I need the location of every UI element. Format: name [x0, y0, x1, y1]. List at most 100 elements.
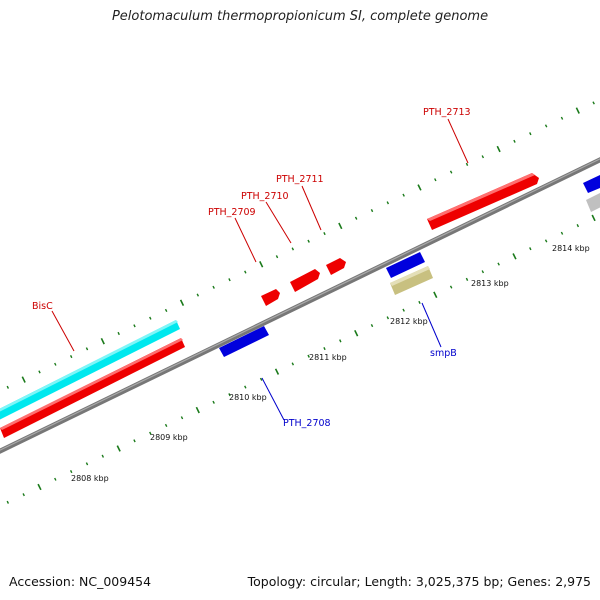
- inner-track-tick: [22, 493, 25, 497]
- feature-smpb[interactable]: [386, 252, 425, 278]
- inner-track-tick: [228, 393, 231, 397]
- inner-track-tick: [529, 247, 532, 251]
- inner-track-tick: [291, 362, 295, 366]
- inner-track-tick: [576, 224, 580, 228]
- forward-strand-features: [0, 173, 539, 438]
- inner-track-tick: [465, 277, 469, 281]
- inner-track-tick: [149, 431, 152, 435]
- feature-smpb-rna[interactable]: [390, 266, 433, 295]
- inner-track-tick: [195, 406, 200, 414]
- outer-track-tick: [259, 261, 264, 268]
- inner-track-tick: [116, 445, 121, 452]
- inner-track-tick: [6, 500, 10, 504]
- inner-track-tick: [497, 262, 500, 266]
- feature-bisc-rna[interactable]: [0, 320, 180, 420]
- gene-label-bisc[interactable]: BisC: [32, 301, 53, 312]
- outer-track-tick: [434, 178, 437, 182]
- inner-track-tick: [259, 377, 263, 381]
- kbp-label-2813: 2813 kbp: [471, 279, 509, 288]
- inner-track-tick: [37, 483, 42, 491]
- outer-track-tick: [196, 293, 200, 297]
- genome-backbone: [0, 157, 600, 454]
- inner-track-tick: [101, 454, 105, 458]
- callout-bisc: [51, 310, 75, 352]
- inner-track-tick: [481, 270, 485, 274]
- accession-text: Accession: NC_009454: [9, 574, 152, 589]
- gene-label-pth-2709[interactable]: PTH_2709: [208, 207, 256, 218]
- outer-track-tick: [149, 316, 152, 320]
- kbp-label-2812: 2812 kbp: [390, 317, 428, 326]
- inner-track-tick: [386, 316, 390, 320]
- outer-track-tick: [133, 324, 136, 328]
- kbp-labels: 2808 kbp 2809 kbp 2810 kbp 2811 kbp 2812…: [71, 244, 590, 483]
- outer-track-tick: [164, 308, 168, 313]
- inner-track-tick: [560, 231, 564, 235]
- callout-smpb: [421, 302, 442, 348]
- outer-track-tick: [228, 278, 231, 282]
- inner-tick-track: [6, 214, 596, 504]
- gene-label-pth-2710[interactable]: PTH_2710: [241, 191, 289, 202]
- outer-track-tick: [496, 145, 501, 153]
- inner-track-tick: [54, 477, 57, 481]
- outer-track-tick: [386, 201, 390, 205]
- kbp-label-2814: 2814 kbp: [552, 244, 590, 253]
- callout-lines: [51, 118, 469, 421]
- feature-pth-2709[interactable]: [261, 289, 280, 306]
- inner-track-tick: [212, 400, 215, 404]
- outer-track-tick: [481, 155, 485, 159]
- feature-pth-2710[interactable]: [290, 269, 320, 292]
- feature-bisc-gene-top: [0, 338, 183, 430]
- inner-track-tick: [323, 346, 326, 351]
- inner-track-tick: [591, 214, 596, 222]
- reverse-strand-features: [219, 175, 600, 357]
- outer-track-tick: [513, 139, 516, 143]
- gene-label-pth-2711[interactable]: PTH_2711: [276, 174, 324, 185]
- callout-pth-2708: [261, 377, 285, 421]
- outer-track-tick: [402, 193, 405, 197]
- outer-track-tick: [449, 170, 453, 174]
- outer-track-tick: [417, 184, 422, 191]
- kbp-label-2811: 2811 kbp: [309, 353, 347, 362]
- outer-track-tick: [85, 347, 89, 351]
- inner-track-tick: [180, 416, 184, 420]
- outer-track-tick: [544, 124, 548, 128]
- callout-pth-2710: [265, 201, 292, 244]
- feature-pth-2711[interactable]: [326, 258, 346, 275]
- kbp-label-2808: 2808 kbp: [71, 474, 109, 483]
- outer-track-tick: [370, 208, 374, 213]
- outer-track-tick: [323, 231, 326, 236]
- gene-label-smpb[interactable]: smpB: [430, 348, 457, 359]
- kbp-label-2809: 2809 kbp: [150, 433, 188, 442]
- feature-pth-2708[interactable]: [219, 326, 269, 357]
- feature-smpb-rna-top: [390, 266, 430, 286]
- feature-right-edge-blue[interactable]: [583, 175, 600, 193]
- outer-track-tick: [38, 370, 41, 374]
- outer-track-tick: [244, 270, 247, 274]
- inner-track-tick: [544, 239, 548, 243]
- feature-pth-2713[interactable]: [427, 173, 539, 230]
- outer-track-tick: [54, 362, 57, 366]
- outer-track-tick: [307, 239, 310, 243]
- outer-track-tick: [354, 216, 358, 220]
- outer-track-tick: [179, 299, 185, 306]
- genome-backbone-highlight: [0, 158, 600, 451]
- callout-pth-2709: [234, 217, 257, 263]
- feature-bisc-rna-top: [0, 320, 178, 412]
- inner-track-tick: [244, 385, 247, 389]
- outer-track-tick: [338, 222, 343, 230]
- outer-track-tick: [117, 331, 120, 336]
- inner-track-tick: [354, 329, 359, 337]
- feature-right-edge-gray[interactable]: [586, 193, 600, 212]
- inner-track-tick: [433, 291, 438, 299]
- outer-track-tick: [21, 376, 26, 383]
- inner-track-tick: [133, 439, 136, 443]
- gene-label-pth-2713[interactable]: PTH_2713: [423, 107, 471, 118]
- inner-track-tick: [164, 423, 168, 428]
- outer-track-tick: [575, 107, 580, 114]
- gene-label-pth-2708[interactable]: PTH_2708: [283, 418, 331, 429]
- inner-track-tick: [274, 368, 280, 375]
- feature-pth-2713-top: [427, 173, 535, 221]
- outer-track-tick: [100, 337, 105, 345]
- feature-bisc-gene[interactable]: [0, 338, 185, 438]
